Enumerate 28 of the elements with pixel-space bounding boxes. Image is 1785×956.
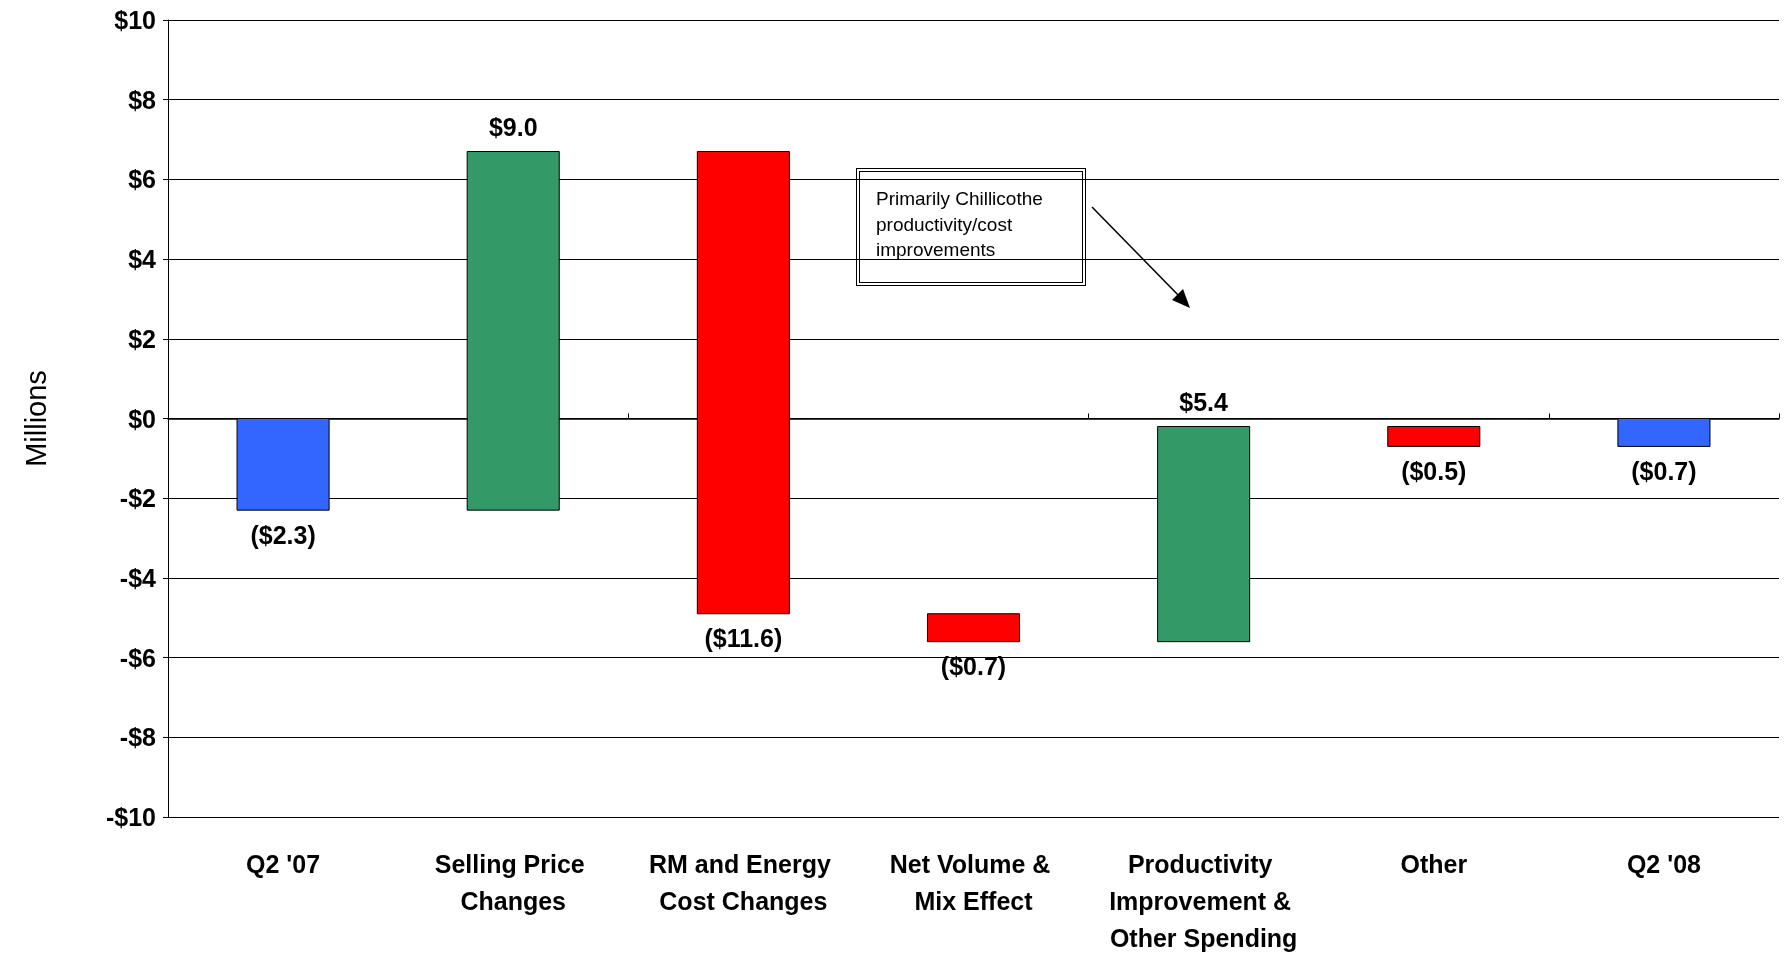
y-tick-label: -$2	[119, 484, 156, 513]
y-tick-label: -$10	[105, 803, 156, 831]
y-tick-label: -$8	[119, 723, 157, 752]
data-label: $5.4	[1179, 387, 1229, 416]
note-box: Primarily Chillicothe productivity/cost improvements	[856, 168, 1086, 286]
data-label: $9.0	[488, 113, 538, 142]
data-label: ($2.3)	[250, 520, 316, 549]
bar	[926, 613, 1021, 643]
y-tick-label: $4	[128, 245, 157, 274]
bar	[1387, 425, 1481, 447]
y-tick-label: $8	[128, 85, 157, 114]
y-tick-label: $0	[128, 404, 156, 433]
y-axis-title: Millions	[19, 370, 52, 467]
y-tick-label: -$4	[119, 563, 157, 592]
data-label: ($11.6)	[704, 624, 783, 653]
x-tick-label: Other	[1400, 849, 1468, 878]
data-label: ($0.7)	[1631, 456, 1697, 485]
x-tick-label: RM and Energy Cost Changes	[648, 849, 838, 915]
x-tick-label: Selling Price Changes	[434, 849, 592, 915]
y-tick-label: $10	[114, 6, 156, 34]
x-tick-label: Productivity Improvement & Other Spending	[1109, 849, 1299, 952]
data-label: ($0.5)	[1401, 456, 1467, 485]
x-tick-label: Net Volume & Mix Effect	[889, 849, 1058, 915]
x-tick-label: Q2 '08	[1626, 849, 1702, 878]
y-tick-label: $6	[128, 165, 156, 194]
y-tick-label: $2	[128, 324, 156, 353]
x-tick-label: Q2 '07	[246, 849, 321, 878]
y-tick-label: -$6	[119, 643, 156, 672]
